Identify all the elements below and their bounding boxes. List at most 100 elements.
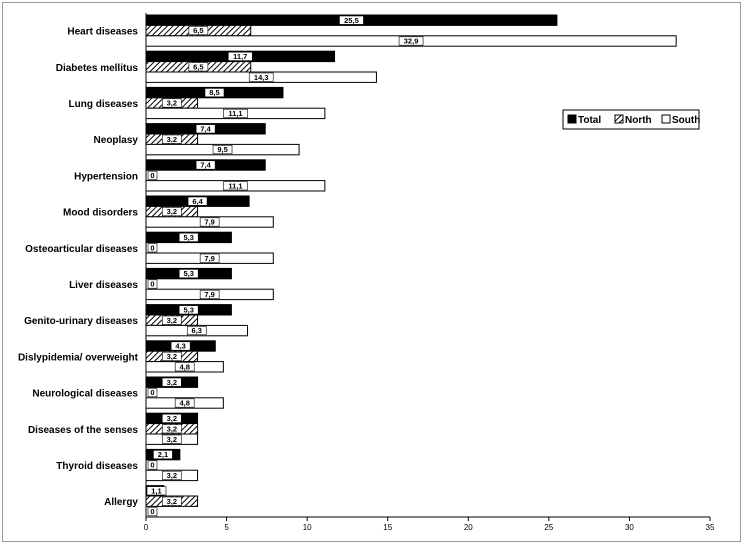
data-label-box xyxy=(398,36,424,46)
data-label: 3,2 xyxy=(167,352,177,361)
data-label-box xyxy=(178,232,199,242)
x-tick-label: 35 xyxy=(706,523,715,532)
data-label: 3,2 xyxy=(167,207,177,216)
data-label: 4,8 xyxy=(179,362,189,371)
category-label: Dislypidemia/ overweight xyxy=(18,352,139,363)
data-label-box xyxy=(195,160,216,170)
data-label: 14,3 xyxy=(254,73,269,82)
data-label: 7,9 xyxy=(204,290,214,299)
category-label: Genito-urinary diseases xyxy=(24,316,138,327)
legend-swatch-south xyxy=(661,114,671,124)
data-label-box xyxy=(161,377,182,387)
data-label-box xyxy=(161,134,182,144)
data-label-box xyxy=(223,108,248,118)
data-label: 3,2 xyxy=(167,316,177,325)
data-label: 3,2 xyxy=(167,424,177,433)
data-label-box xyxy=(227,51,253,61)
data-label-box xyxy=(223,181,248,191)
data-label: 7,4 xyxy=(200,124,211,133)
data-label: 0 xyxy=(150,171,154,180)
data-label: 0 xyxy=(150,507,154,516)
data-label: 7,4 xyxy=(200,161,211,170)
legend-label-north: North xyxy=(625,115,652,126)
legend-label-south: South xyxy=(672,115,700,126)
category-label: Osteoarticular diseases xyxy=(25,244,138,255)
category-label: Diseases of the senses xyxy=(28,425,138,436)
x-tick-label: 20 xyxy=(464,523,473,532)
data-label-box xyxy=(161,424,182,434)
data-label-box xyxy=(147,170,158,180)
data-label-box xyxy=(174,362,195,372)
data-label: 11,1 xyxy=(228,109,242,118)
data-label-box xyxy=(174,398,195,408)
x-tick-label: 10 xyxy=(303,523,312,532)
data-label-box xyxy=(161,207,182,217)
data-label: 3,2 xyxy=(167,99,177,108)
data-label-box xyxy=(161,470,182,480)
data-label: 4,8 xyxy=(179,399,189,408)
data-label: 0 xyxy=(150,461,154,470)
data-label: 3,2 xyxy=(167,414,177,423)
x-tick-label: 30 xyxy=(625,523,634,532)
data-label: 6,4 xyxy=(192,197,203,206)
category-label: Allergy xyxy=(104,497,138,508)
data-label-box xyxy=(186,326,207,336)
category-label: Neurological diseases xyxy=(32,389,138,400)
data-label-box xyxy=(147,507,158,517)
data-label: 1,1 xyxy=(151,486,161,495)
data-label-box xyxy=(147,279,158,289)
data-label: 5,3 xyxy=(183,233,193,242)
data-label-box xyxy=(161,434,182,444)
bar-chart: 0 5 10 15 20 25 30 35 Heart diseases 25,5 6,5 32,9… xyxy=(18,13,715,532)
data-label: 9,5 xyxy=(217,145,227,154)
data-label-box xyxy=(212,145,233,155)
data-label-box xyxy=(161,351,182,361)
data-label: 11,1 xyxy=(228,181,242,190)
data-label-box xyxy=(178,305,199,315)
data-label-box xyxy=(199,217,220,227)
data-label: 0 xyxy=(150,243,154,252)
data-label-box xyxy=(161,496,182,506)
legend-swatch-total xyxy=(567,114,577,124)
data-label: 6,5 xyxy=(193,26,203,35)
data-label: 7,9 xyxy=(204,254,214,263)
data-label-box xyxy=(147,243,158,253)
data-label: 0 xyxy=(150,388,154,397)
category-label: Thyroid diseases xyxy=(56,461,138,472)
data-label: 3,2 xyxy=(167,135,177,144)
data-label-box xyxy=(178,269,199,279)
data-label-box xyxy=(147,388,158,398)
x-tick-label: 5 xyxy=(224,523,229,532)
data-label: 0 xyxy=(150,280,154,289)
category-label: Neoplasy xyxy=(94,135,139,146)
data-label-box xyxy=(195,124,216,134)
data-label: 6,3 xyxy=(192,326,202,335)
data-label-box xyxy=(161,315,182,325)
data-label-box xyxy=(153,450,173,460)
data-label: 5,3 xyxy=(183,269,193,278)
data-label: 25,5 xyxy=(344,16,359,25)
data-label: 3,2 xyxy=(167,378,177,387)
category-label: Mood disorders xyxy=(63,208,138,219)
data-label: 6,5 xyxy=(193,62,203,71)
category-label: Diabetes mellitus xyxy=(56,63,139,74)
data-label-box xyxy=(248,72,274,82)
data-label-box xyxy=(161,98,182,108)
data-label-box xyxy=(199,253,220,263)
data-label: 5,3 xyxy=(183,305,193,314)
data-label-box xyxy=(188,62,209,72)
data-label-box xyxy=(170,341,191,351)
data-label-box xyxy=(187,196,208,206)
category-label: Hypertension xyxy=(74,171,138,182)
category-label: Liver diseases xyxy=(69,280,138,291)
data-label-box xyxy=(199,289,220,299)
category-label: Lung diseases xyxy=(69,99,139,110)
data-label: 4,3 xyxy=(175,342,185,351)
data-label-box xyxy=(146,486,167,496)
data-label: 8,5 xyxy=(209,88,219,97)
data-label: 3,2 xyxy=(167,497,177,506)
data-label-box xyxy=(204,88,225,98)
data-label: 11,7 xyxy=(233,52,247,61)
data-label: 32,9 xyxy=(404,37,419,46)
